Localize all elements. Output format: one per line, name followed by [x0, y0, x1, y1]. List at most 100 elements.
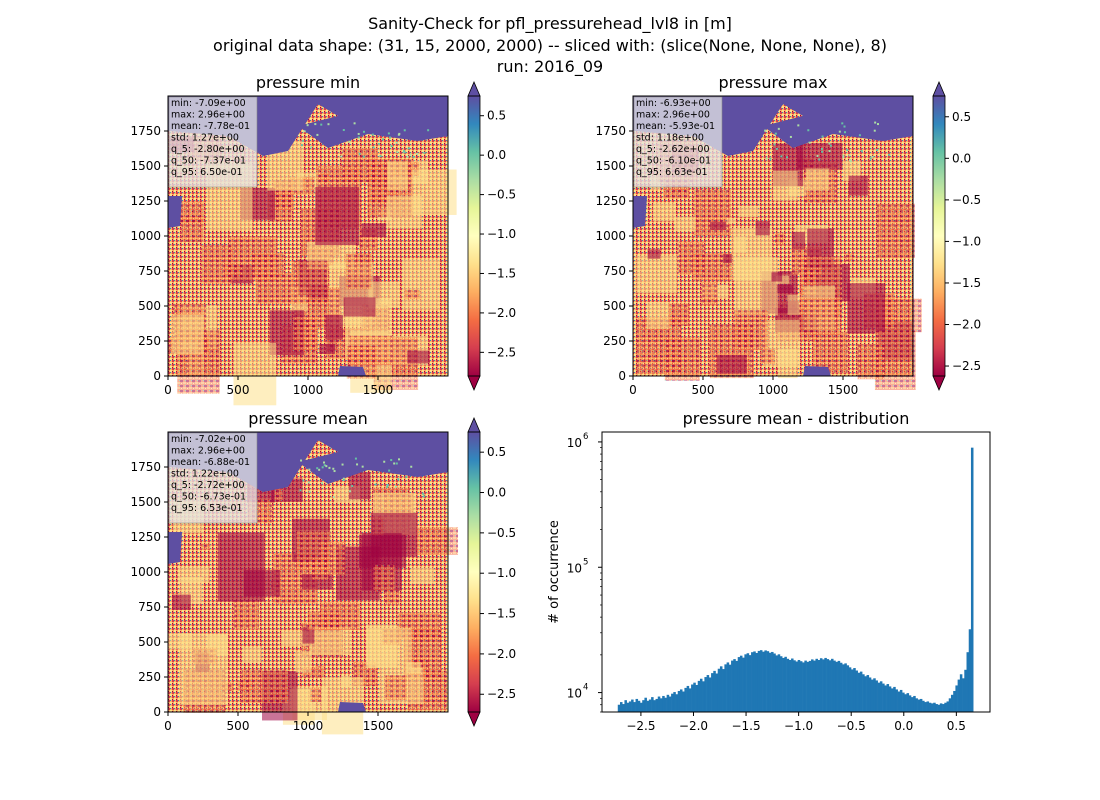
- colorbar-tick-label: −2.5: [487, 345, 516, 359]
- histogram-bar: [833, 660, 836, 712]
- y-tick-label: 1250: [130, 530, 161, 544]
- histogram-bar: [839, 662, 843, 712]
- coast-speck: [361, 465, 364, 468]
- heatmap-patch: [366, 627, 412, 669]
- histogram-bar: [619, 702, 623, 712]
- colorbar-frame: [932, 95, 946, 377]
- histogram-bar: [651, 697, 654, 712]
- heatmap-patch: [291, 260, 329, 304]
- stats-line: min: -7.02e+00: [171, 434, 246, 445]
- histogram-bar: [970, 447, 974, 712]
- histogram-bars: [617, 447, 974, 712]
- coast-speck: [314, 123, 317, 126]
- coast-speck: [874, 121, 877, 124]
- colorbar-extend-bottom: [932, 375, 946, 392]
- histogram-bar: [706, 675, 710, 712]
- colorbar-tick-label: 0.0: [487, 148, 506, 162]
- histogram-bar: [873, 678, 876, 712]
- coast-speck: [842, 155, 845, 158]
- histogram-bar: [677, 690, 681, 712]
- histogram-bar: [746, 653, 750, 712]
- stats-line: q_50: -6.73e-01: [171, 492, 246, 503]
- heatmap-patch: [325, 314, 343, 340]
- histogram-bar: [704, 677, 707, 712]
- coast-speck: [299, 489, 302, 492]
- histogram-bar: [848, 667, 852, 712]
- panel-title: pressure mean - distribution: [683, 409, 910, 428]
- panel-title: pressure min: [256, 73, 360, 92]
- coast-speck: [769, 157, 772, 160]
- y-axis-label: # of occurrence: [547, 520, 562, 624]
- heatmap-patch: [309, 625, 351, 656]
- histogram-bar: [648, 699, 652, 712]
- histogram-bar: [899, 689, 903, 712]
- colorbar-extend-top: [467, 416, 481, 433]
- coast-speck: [390, 145, 393, 148]
- heatmap-patch: [812, 331, 848, 373]
- coast-speck: [320, 123, 323, 126]
- coast-speck: [358, 152, 361, 155]
- y-tick-label: 750: [138, 264, 161, 278]
- stats-line: q_95: 6.50e-01: [171, 167, 243, 178]
- y-tick-label: 1250: [130, 194, 161, 208]
- histogram-bar: [875, 680, 878, 712]
- coast-speck: [765, 157, 768, 160]
- heatmap-patch: [674, 216, 696, 232]
- heatmap-patch: [387, 161, 408, 191]
- histogram-bar: [779, 656, 783, 712]
- histogram-bar: [693, 682, 696, 712]
- histogram-bar: [655, 698, 659, 712]
- coast-speck: [844, 131, 847, 134]
- heatmap-patch: [799, 298, 841, 336]
- y-tick-label: 1250: [595, 194, 626, 208]
- y-tick-label: 0: [618, 369, 626, 383]
- coast-speck: [869, 157, 872, 160]
- figure-title-line-1: Sanity-Check for pfl_pressurehead_lvl8 i…: [368, 14, 732, 33]
- histogram-bar: [639, 702, 643, 712]
- stats-line: min: -7.09e+00: [171, 98, 246, 109]
- colorbar-tick-label: 0.5: [487, 109, 506, 123]
- histogram-bar: [795, 661, 798, 712]
- coast-speck: [362, 155, 365, 158]
- coast-speck: [764, 129, 767, 132]
- histogram-bar: [893, 686, 896, 712]
- colorbar-tick-label: 0.5: [487, 445, 506, 459]
- coast-speck: [395, 462, 398, 465]
- coast-speck: [316, 467, 319, 470]
- sea-area: [168, 196, 182, 228]
- coast-speck: [318, 468, 321, 471]
- histogram-panel: pressure mean - distribution −2.5 −2.0 −1.5…: [547, 409, 991, 733]
- heatmap-patch: [343, 297, 376, 317]
- histogram-bar: [775, 655, 779, 712]
- colorbar-tick-label: 0.0: [952, 151, 971, 165]
- heatmap-patch: [293, 317, 319, 352]
- heatmap-patch: [877, 203, 915, 259]
- stats-line: max: 2.96e+00: [636, 110, 710, 121]
- heatmap-patch: [415, 527, 459, 555]
- coast-speck: [395, 485, 398, 488]
- y-tick-label: 10: [567, 561, 582, 575]
- histogram-bar: [895, 689, 898, 712]
- histogram-bar: [913, 695, 916, 712]
- coast-speck: [829, 144, 832, 147]
- coast-speck: [876, 149, 879, 152]
- heatmap-patch: [702, 282, 718, 305]
- histogram-bar: [962, 678, 965, 712]
- axes-frame: [601, 431, 991, 713]
- heatmap-patch: [373, 564, 395, 592]
- histogram-bar: [628, 701, 632, 712]
- x-tick-label: 0: [629, 383, 637, 397]
- coast-speck: [323, 461, 326, 464]
- histogram-bar: [964, 669, 967, 712]
- coast-speck: [300, 459, 303, 462]
- coast-speck: [341, 463, 344, 466]
- coast-speck: [386, 484, 389, 487]
- coast-speck: [876, 123, 879, 126]
- histogram-bar: [946, 701, 950, 712]
- stats-line: q_50: -6.10e-01: [636, 156, 711, 167]
- y-tick-label: 500: [138, 635, 161, 649]
- coast-speck: [828, 150, 831, 153]
- coast-speck: [302, 479, 305, 482]
- histogram-bar: [684, 687, 687, 712]
